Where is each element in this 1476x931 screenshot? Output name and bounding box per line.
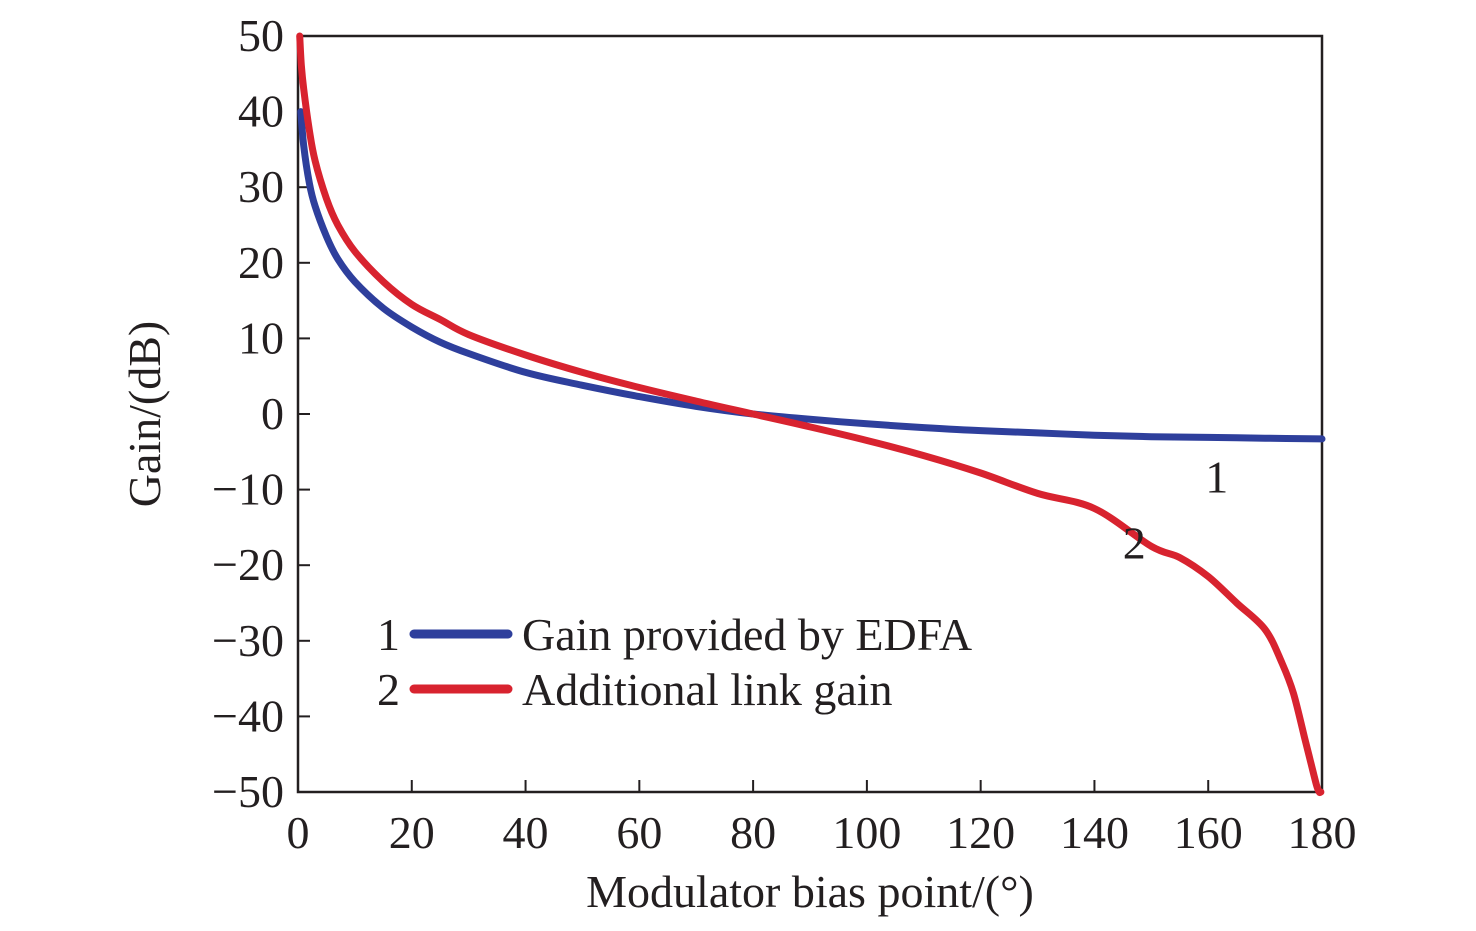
x-tick-label: 60 [616, 807, 662, 858]
x-tick-label: 0 [287, 807, 310, 858]
y-axis-title: Gain/(dB) [119, 321, 170, 508]
x-tick-label: 100 [832, 807, 901, 858]
curve-annotation-2: 2 [1123, 518, 1146, 569]
x-tick-label: 120 [946, 807, 1015, 858]
series-layer [296, 32, 1326, 797]
x-tick-label: 80 [730, 807, 776, 858]
curve-annotation-1: 1 [1205, 452, 1228, 503]
legend-number-2: 2 [377, 664, 400, 715]
x-axis: 0 20 40 60 80 100 120 140 160 180 [287, 780, 1357, 858]
x-tick-label: 140 [1060, 807, 1129, 858]
series-line-1 [297, 108, 1326, 443]
y-tick-label: 20 [238, 237, 284, 288]
y-tick-label: 50 [238, 10, 284, 61]
legend-label-2: Additional link gain [522, 664, 893, 715]
y-tick-label: 0 [261, 388, 284, 439]
x-tick-label: 20 [389, 807, 435, 858]
legend: 1 Gain provided by EDFA 2 Additional link g… [377, 609, 972, 715]
legend-number-1: 1 [377, 609, 400, 660]
series-line-2 [296, 32, 1325, 797]
y-tick-label: −40 [212, 690, 284, 741]
y-tick-label: −10 [212, 464, 284, 515]
y-tick-label: −50 [212, 766, 284, 817]
y-tick-label: 30 [238, 161, 284, 212]
x-axis-title: Modulator bias point/(°) [586, 866, 1034, 917]
legend-label-1: Gain provided by EDFA [522, 609, 972, 660]
x-tick-label: 160 [1174, 807, 1243, 858]
y-tick-label: −30 [212, 615, 284, 666]
x-tick-label: 40 [503, 807, 549, 858]
y-tick-label: 10 [238, 312, 284, 363]
y-tick-label: 40 [238, 86, 284, 137]
y-tick-label: −20 [212, 539, 284, 590]
x-tick-label: 180 [1288, 807, 1357, 858]
y-axis: 50 40 30 20 10 0 −10 −20 −30 −40 −50 [212, 10, 310, 817]
annotation-layer: 12 [1123, 452, 1228, 569]
